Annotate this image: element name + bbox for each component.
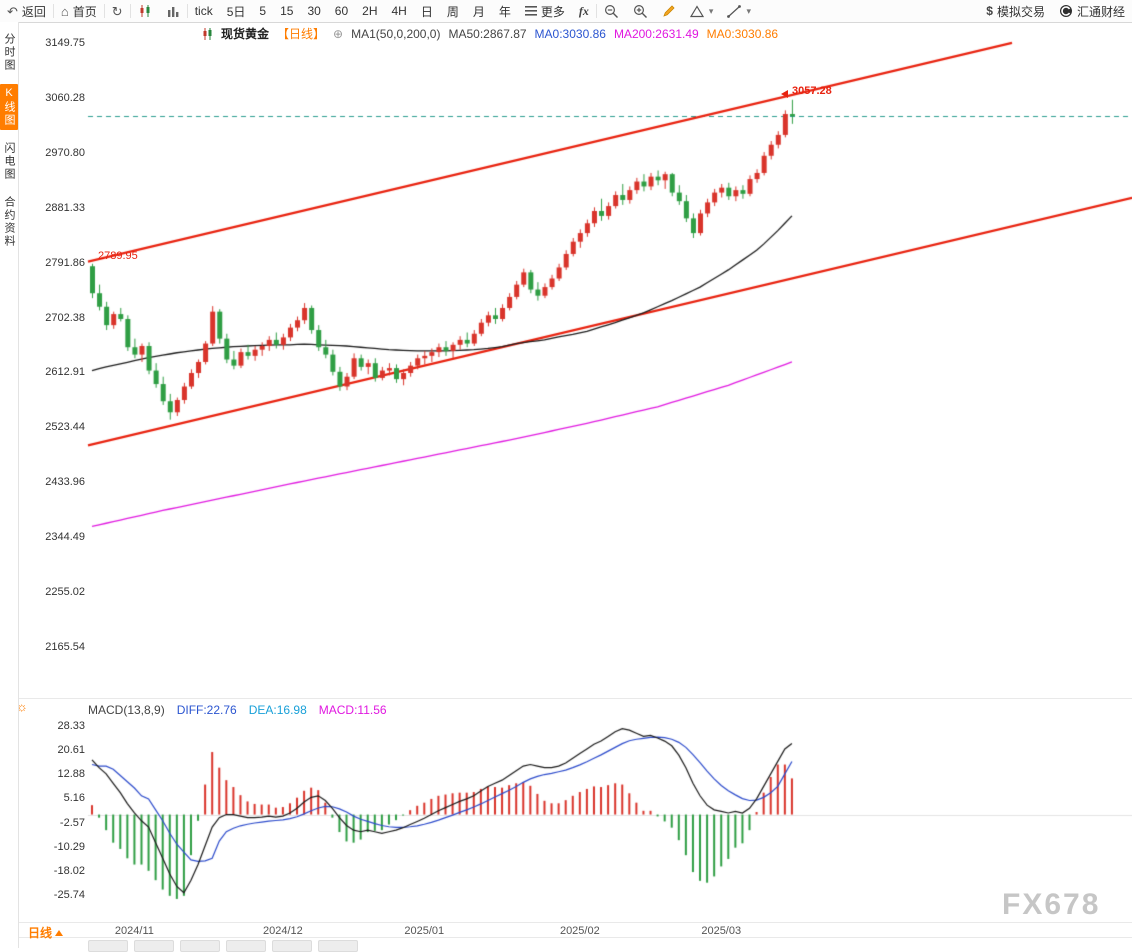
sim-trading-label: 模拟交易 bbox=[996, 4, 1045, 19]
fx678-watermark: FX678 bbox=[1002, 888, 1101, 921]
toolbar-separator bbox=[595, 4, 597, 18]
recent-high-price: 3057.28 bbox=[792, 85, 832, 97]
macd-diff-value: DIFF:22.76 bbox=[176, 703, 237, 717]
high-marker-arrow-icon bbox=[781, 90, 788, 98]
ma200-value: MA200:2631.49 bbox=[613, 26, 699, 41]
bottom-tab[interactable] bbox=[134, 940, 174, 952]
period-selector-tab[interactable]: 日线 bbox=[28, 924, 64, 941]
interval-button-月[interactable]: 月 bbox=[472, 4, 485, 19]
sim-trading-button[interactable]: $ 模拟交易 bbox=[979, 0, 1052, 22]
interval-button-group: tick 5日 5 15 30 60 2H 4H 日周月年 bbox=[188, 0, 518, 22]
macd-dea-value: DEA:16.98 bbox=[248, 703, 307, 717]
fx-label: fx bbox=[578, 3, 589, 18]
chevron-down-icon: ▾ bbox=[708, 5, 714, 16]
chevron-down-icon: ▾ bbox=[746, 5, 751, 16]
interval-button-15[interactable]: 15 bbox=[280, 4, 294, 18]
interval-button-周[interactable]: 周 bbox=[446, 4, 459, 19]
interval-button-5日[interactable]: 5日 bbox=[226, 4, 246, 19]
fx678-logo-icon bbox=[1059, 5, 1072, 17]
interval-button-5[interactable]: 5 bbox=[259, 4, 267, 18]
bar-chart-icon bbox=[167, 7, 179, 17]
candlestick-view-button[interactable] bbox=[131, 0, 159, 22]
interval-button-tick[interactable]: tick bbox=[194, 4, 213, 18]
back-arrow-icon: ↶ bbox=[7, 3, 18, 19]
macd-header: MACD(13,8,9) DIFF:22.76 DEA:16.98 MACD:1… bbox=[88, 703, 387, 717]
macd-hist-value: MACD:11.56 bbox=[318, 703, 387, 717]
zoom-in-button[interactable] bbox=[626, 0, 655, 22]
bottom-tab[interactable] bbox=[272, 940, 312, 952]
sidebar-item-kline-chart[interactable]: K线图 bbox=[0, 84, 18, 130]
caret-up-icon bbox=[55, 929, 64, 936]
interval-button-4H[interactable]: 4H bbox=[391, 4, 407, 18]
top-toolbar: ↶ 返回 ⌂ 首页 ↻ tick 5日 5 15 30 60 2H 4H 日周月年 更多 bbox=[0, 0, 1132, 23]
interval-button-30[interactable]: 30 bbox=[307, 4, 321, 18]
toolbar-separator bbox=[186, 4, 188, 18]
hamburger-menu-icon bbox=[524, 6, 537, 16]
trendline-anchor-price: 2789.95 bbox=[98, 250, 138, 262]
home-button[interactable]: ⌂ 首页 bbox=[54, 0, 104, 22]
bottom-tab[interactable] bbox=[88, 940, 128, 952]
toolbar-separator bbox=[103, 4, 105, 18]
axis-divider bbox=[18, 922, 1132, 923]
trendline-tool-button[interactable]: ▾ bbox=[720, 0, 758, 22]
left-sidebar: 分时图 K线图 闪电图 合约资料 bbox=[0, 22, 19, 948]
toolbar-separator bbox=[52, 4, 54, 18]
macd-params: MACD(13,8,9) bbox=[88, 703, 165, 717]
sidebar-item-contract-info[interactable]: 合约资料 bbox=[3, 196, 15, 248]
chart-header: 现货黄金 【日线】 ⊕ MA1(50,0,200,0) MA50:2867.87… bbox=[202, 25, 778, 42]
more-label: 更多 bbox=[540, 4, 565, 19]
add-indicator-icon[interactable]: ⊕ bbox=[333, 26, 344, 41]
bottom-tab[interactable] bbox=[226, 940, 266, 952]
bottom-tab[interactable] bbox=[318, 940, 358, 952]
back-label: 返回 bbox=[21, 4, 46, 19]
interval-button-日[interactable]: 日 bbox=[420, 4, 433, 19]
pencil-icon bbox=[663, 5, 675, 17]
ma0-value-orange: MA0:3030.86 bbox=[706, 26, 779, 41]
refresh-button[interactable]: ↻ bbox=[105, 0, 130, 22]
ma0-value-blue: MA0:3030.86 bbox=[534, 26, 606, 41]
fx678-brand-button[interactable]: 汇通财经 bbox=[1052, 0, 1132, 22]
toolbar-separator bbox=[129, 4, 131, 18]
dollar-icon: $ bbox=[986, 4, 993, 18]
interval-button-2H[interactable]: 2H bbox=[362, 4, 378, 18]
zoom-out-icon bbox=[604, 4, 618, 18]
ma-params: MA1(50,0,200,0) bbox=[351, 26, 441, 41]
interval-button-年[interactable]: 年 bbox=[498, 4, 511, 19]
indicator-fx-button[interactable]: fx bbox=[572, 0, 596, 22]
zoom-in-icon bbox=[633, 4, 647, 18]
brand-label: 汇通财经 bbox=[1076, 4, 1125, 19]
refresh-icon: ↻ bbox=[111, 3, 123, 19]
mini-candle-icon bbox=[203, 27, 212, 40]
panel-divider bbox=[18, 698, 1132, 699]
period-label: 【日线】 bbox=[277, 27, 326, 41]
sidebar-item-time-chart[interactable]: 分时图 bbox=[3, 33, 15, 72]
zoom-out-button[interactable] bbox=[597, 0, 626, 22]
bottom-toolbar-partial bbox=[88, 940, 358, 952]
shape-tool-button[interactable]: ▾ bbox=[683, 0, 721, 22]
more-button[interactable]: 更多 bbox=[518, 0, 572, 22]
interval-button-60[interactable]: 60 bbox=[334, 4, 349, 18]
home-icon: ⌂ bbox=[60, 3, 69, 19]
candlestick-chart-icon bbox=[140, 5, 150, 17]
period-tab-label: 日线 bbox=[28, 926, 53, 940]
ma50-value: MA50:2867.87 bbox=[448, 26, 527, 41]
bottom-tab[interactable] bbox=[180, 940, 220, 952]
bottom-divider bbox=[18, 937, 1132, 938]
home-label: 首页 bbox=[72, 4, 97, 19]
triangle-shape-icon bbox=[689, 4, 704, 17]
indicator-settings-icon[interactable]: ☼ bbox=[16, 699, 28, 714]
bar-view-button[interactable] bbox=[159, 0, 187, 22]
sidebar-item-lightning-chart[interactable]: 闪电图 bbox=[3, 142, 15, 181]
trendline-shape-icon bbox=[727, 4, 742, 18]
back-button[interactable]: ↶ 返回 bbox=[0, 0, 53, 22]
draw-pencil-button[interactable] bbox=[655, 0, 683, 22]
symbol-name: 现货黄金 bbox=[221, 27, 270, 41]
